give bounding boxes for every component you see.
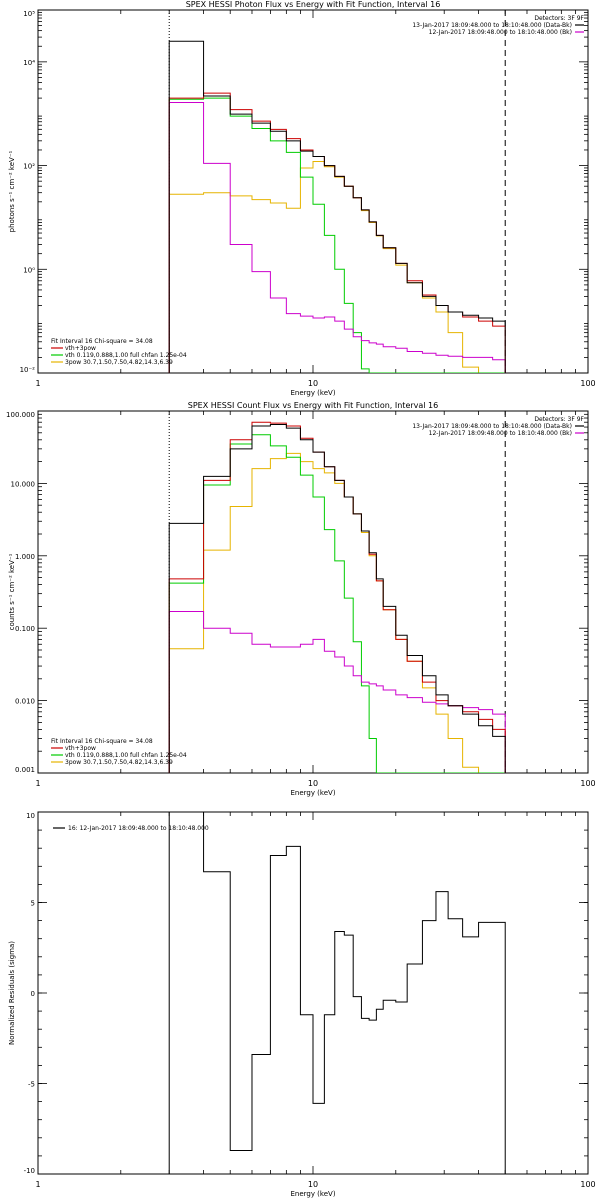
y-tick-label: 5 (31, 900, 35, 908)
y-tick-label: 10⁻² (20, 366, 36, 374)
x-tick-label: 1 (35, 1180, 40, 1189)
x-tick-label: 10 (308, 379, 318, 388)
series-line-1 (168, 40, 506, 373)
y-tick-label: 0.100 (15, 625, 35, 633)
legend-entry: 16: 12-Jan-2017 18:09:48.000 to 18:10:48… (68, 825, 209, 832)
y-axis-ticks (38, 410, 588, 774)
series-line-1 (168, 812, 506, 1174)
series-line-5 (168, 452, 506, 773)
legend-entry: vth+3pow (65, 745, 96, 752)
x-tick-label: 1 (35, 379, 40, 388)
legend-entry: 3pow 30.7,1.50,7.50,4.82,14.3,6.39 (65, 359, 173, 366)
y-tick-label: 10⁵ (23, 10, 35, 18)
y-tick-label: 10.000 (11, 480, 36, 488)
y-tick-label: -5 (28, 1081, 35, 1089)
y-tick-label: 1.000 (15, 553, 35, 561)
info-line: 12-Jan-2017 18:09:48.000 to 18:10:48.000… (429, 430, 572, 437)
y-axis-ticks (38, 9, 588, 374)
series-line-4 (168, 434, 506, 773)
info-line: 13-Jan-2017 18:09:48.000 to 18:10:48.000… (412, 22, 572, 29)
y-tick-label: 0.001 (15, 766, 35, 774)
info-line: 12-Jan-2017 18:09:48.000 to 18:10:48.000… (429, 29, 572, 36)
y-axis-ticks (38, 811, 588, 1175)
x-tick-label: 10 (308, 779, 318, 788)
y-tick-label: 100.000 (6, 411, 35, 419)
x-tick-label: 100 (580, 779, 595, 788)
chart-2: 1 10 100 0.001 0.010 0.100 1.000 10.000 100.000 S… (6, 401, 596, 797)
series-group (168, 40, 506, 373)
series-line-1 (168, 424, 506, 773)
chart-title: SPEX HESSI Photon Flux vs Energy with Fi… (186, 0, 441, 9)
y-tick-label: 0.010 (15, 698, 35, 706)
legend-entry: vth 0.119,0.888,1.00 full chfan 1.25e-04 (65, 752, 187, 759)
x-axis-label: Energy (keV) (290, 389, 335, 397)
x-tick-label: 100 (580, 1180, 595, 1189)
y-axis-label: Normalized Residuals (sigma) (8, 941, 16, 1045)
x-axis-label: Energy (keV) (290, 1190, 335, 1198)
legend-entry: vth+3pow (65, 345, 96, 352)
info-line: Detectors: 3F 9F (534, 416, 584, 423)
legend-entry: Fit Interval 16 Chi-square = 34.08 (51, 738, 153, 745)
x-tick-label: 100 (580, 379, 595, 388)
legend-entry: vth 0.119,0.888,1.00 full chfan 1.25e-04 (65, 352, 187, 359)
y-tick-label: -10 (24, 1167, 35, 1175)
y-axis-label: counts s⁻¹ cm⁻² keV⁻¹ (8, 553, 16, 630)
y-axis-label: photons s⁻¹ cm⁻² keV⁻¹ (8, 150, 16, 232)
series-line-2 (168, 611, 506, 773)
series-line-2 (168, 101, 506, 373)
series-line-4 (168, 97, 506, 373)
x-tick-label: 10 (308, 1180, 318, 1189)
series-line-3 (168, 92, 506, 373)
x-axis-ticks (37, 411, 589, 773)
series-line-3 (168, 421, 506, 773)
x-tick-label: 1 (35, 779, 40, 788)
series-group (168, 812, 506, 1174)
y-tick-label: 10⁴ (23, 59, 35, 67)
y-tick-label: 10⁰ (23, 266, 35, 274)
y-tick-label: 0 (31, 990, 35, 998)
series-group (168, 421, 506, 773)
info-line: 13-Jan-2017 18:09:48.000 to 18:10:48.000… (412, 423, 572, 430)
info-line: Detectors: 3F 9F (534, 15, 584, 22)
legend-entry: 3pow 30.7,1.50,7.50,4.82,14.3,6.39 (65, 759, 173, 766)
y-tick-label: 10 (26, 812, 35, 820)
series-line-5 (168, 160, 506, 373)
y-tick-label: 10² (23, 163, 35, 171)
x-axis-label: Energy (keV) (290, 789, 335, 797)
chart-title: SPEX HESSI Count Flux vs Energy with Fit… (188, 401, 439, 410)
legend-entry: Fit Interval 16 Chi-square = 34.08 (51, 338, 153, 345)
chart-1: 1 10 100 10⁻² 10⁰ 10² 10⁴ 10⁵ SPEX HESSI Photon … (8, 0, 596, 397)
